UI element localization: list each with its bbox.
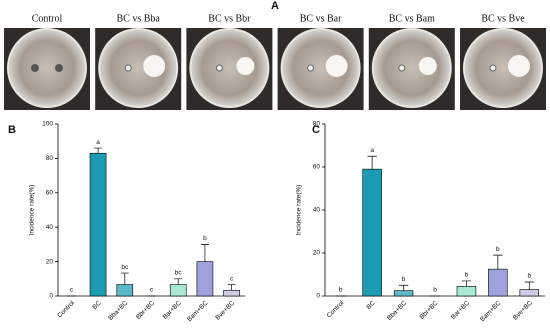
photo-label: BC vs Bar <box>300 13 342 24</box>
dish <box>280 28 361 108</box>
significance-label: b <box>527 273 531 280</box>
colony <box>215 64 223 72</box>
significance-label: b <box>496 246 500 253</box>
bar <box>456 286 477 297</box>
error-bar <box>94 147 103 154</box>
dish <box>463 28 543 108</box>
y-tick-label: 60 <box>46 190 54 197</box>
dish <box>98 28 179 108</box>
bar <box>116 284 134 297</box>
x-tick-label: Bbr+BC <box>135 299 156 320</box>
photo-label: BC vs Bba <box>117 13 161 24</box>
colony <box>398 64 406 72</box>
x-tick-label: Bam+BC <box>186 299 210 323</box>
error-bar <box>120 272 129 285</box>
photo-label: BC vs Bve <box>481 13 525 24</box>
significance-label: a <box>370 147 374 154</box>
significance-label: bc <box>175 270 183 277</box>
bar <box>223 289 240 297</box>
x-tick-label: BC <box>365 299 377 311</box>
colony <box>31 64 39 72</box>
error-bar <box>461 280 472 287</box>
bar <box>488 268 508 297</box>
dish <box>189 28 270 108</box>
x-tick-label: Bar+BC <box>450 299 471 320</box>
colony <box>55 64 63 72</box>
y-tick-label: 60 <box>313 164 321 171</box>
y-tick-label: 0 <box>316 293 320 300</box>
error-bar <box>174 278 183 285</box>
significance-label: b <box>465 272 469 279</box>
bar <box>196 261 214 297</box>
significance-label: b <box>402 276 406 283</box>
antagonist <box>325 55 348 77</box>
x-tick-label: Control <box>326 299 346 319</box>
panel-label: B <box>8 124 16 136</box>
antagonist <box>418 57 437 75</box>
bar <box>519 289 540 297</box>
x-tick-label: Bba+BC <box>386 299 408 321</box>
photo-label: Control <box>32 13 63 24</box>
y-tick-label: 80 <box>313 121 321 128</box>
y-tick-label: 20 <box>46 258 54 265</box>
significance-label: c <box>150 287 154 294</box>
y-tick-label: 80 <box>46 155 54 162</box>
bar <box>169 284 187 297</box>
y-tick-label: 40 <box>313 207 321 214</box>
antagonist <box>143 55 166 77</box>
significance-label: c <box>70 287 74 294</box>
significance-label: c <box>230 275 234 282</box>
error-bar <box>227 284 236 291</box>
y-tick-label: 40 <box>46 224 54 231</box>
error-bar <box>524 281 534 290</box>
photo-label: BC vs Bbr <box>208 13 251 24</box>
bar <box>89 152 107 297</box>
x-tick-label: Bba+BC <box>107 299 129 321</box>
error-bar <box>398 284 409 291</box>
error-bar <box>367 155 377 170</box>
dish <box>7 28 87 108</box>
significance-label: a <box>96 139 100 146</box>
dish <box>371 28 452 108</box>
colony <box>124 64 132 72</box>
x-tick-label: BC <box>91 299 103 311</box>
x-tick-label: Control <box>56 299 76 319</box>
antagonist <box>236 57 255 75</box>
x-tick-label: Bam+BC <box>479 299 503 323</box>
colony <box>489 64 497 72</box>
error-bar <box>200 244 209 262</box>
bar <box>362 168 382 297</box>
y-axis-label: Incidence rate(%) <box>296 185 303 236</box>
significance-label: b <box>433 287 437 294</box>
photo-label: BC vs Bam <box>389 13 435 24</box>
significance-label: b <box>203 235 207 242</box>
y-tick-label: 0 <box>49 293 53 300</box>
x-tick-label: Bbr+BC <box>418 299 439 320</box>
bar <box>393 290 414 297</box>
y-axis-label: Incidence rate(%) <box>29 185 36 236</box>
panel-label: A <box>271 0 279 12</box>
x-tick-label: Bar+BC <box>162 299 183 320</box>
panel-label: C <box>312 124 320 136</box>
antagonist <box>508 55 530 77</box>
x-tick-label: Bve+BC <box>214 299 236 321</box>
y-tick-label: 100 <box>42 121 53 128</box>
error-bar <box>493 254 503 270</box>
y-tick-label: 20 <box>313 250 321 257</box>
x-tick-label: Bve+BC <box>512 299 534 321</box>
significance-label: bc <box>121 264 129 271</box>
significance-label: b <box>339 287 343 294</box>
colony <box>307 64 315 72</box>
